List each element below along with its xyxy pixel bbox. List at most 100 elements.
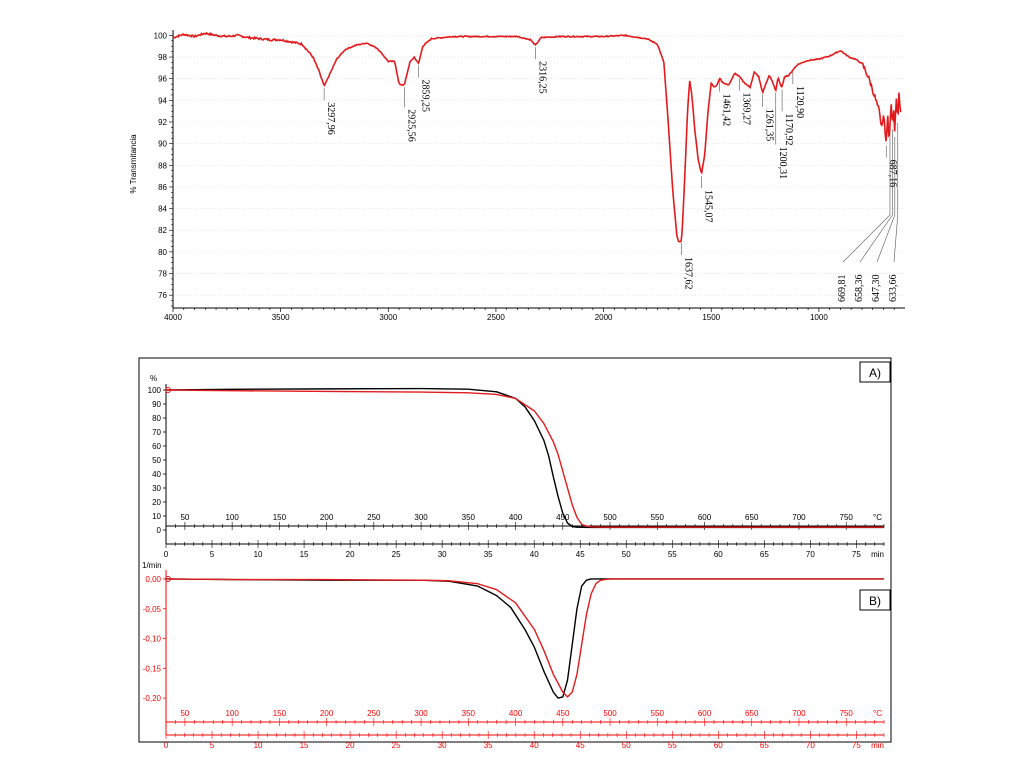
tga-start-marker <box>165 387 171 393</box>
tga-time-tick-label: 35 <box>484 550 493 559</box>
dtg-series <box>165 575 884 699</box>
tga-red-curve <box>165 389 884 528</box>
tga-time-ticks: 0 5 10 15 20 25 30 35 40 45 50 55 60 65 70 75 min <box>164 550 884 559</box>
tga-y-tick-label: 20 <box>152 498 161 507</box>
dtg-start-marker <box>165 575 171 582</box>
dtg-time-ticks: 0 5 10 15 20 25 30 35 40 45 50 55 60 65 70 75 min <box>164 741 884 750</box>
ftir-peak-label: 647,30 <box>871 275 882 303</box>
ftir-y-tick-label: 92 <box>158 118 167 127</box>
dtg-temp-tick-label: 550 <box>651 709 665 718</box>
ftir-y-tick-label: 98 <box>158 53 167 62</box>
dtg-temp-tick-label: 700 <box>792 709 806 718</box>
tga-temp-tick-label: 250 <box>367 513 381 522</box>
tga-time-tick-label: 60 <box>714 550 723 559</box>
tga-time-tick-label: 30 <box>438 550 447 559</box>
tga-time-tick-label: 25 <box>392 550 401 559</box>
dtg-time-tick-label: 35 <box>484 741 493 750</box>
dtg-temp-tick-label: 50 <box>180 709 189 718</box>
ftir-x-tick-label: 1000 <box>810 313 828 322</box>
tga-temp-unit: °C <box>873 513 882 522</box>
tga-y-tick-label: 80 <box>152 414 161 423</box>
dtg-chart: B) 1/min 0,00-0,05-0,10-0,15-0,20 50 100 1… <box>142 561 891 750</box>
tga-temp-ticks: 50 100 150 200 250 300 350 400 450 500 550 600 650 70… <box>180 513 882 522</box>
tga-y-tick-label: 90 <box>152 400 161 409</box>
tga-temp-tick-label: 700 <box>792 513 806 522</box>
ftir-y-tick-label: 100 <box>154 31 168 40</box>
dtg-time-unit: min <box>871 741 884 750</box>
ftir-x-tick-label: 3000 <box>379 313 397 322</box>
dtg-time-tick-label: 15 <box>300 741 309 750</box>
ftir-y-tick-label: 94 <box>158 96 167 105</box>
tga-time-unit: min <box>871 550 884 559</box>
dtg-time-tick-label: 30 <box>438 741 447 750</box>
tga-panel-label: A) <box>869 366 881 380</box>
tga-series <box>165 387 884 529</box>
ftir-series <box>172 31 902 243</box>
tga-temp-tick-label: 600 <box>698 513 712 522</box>
dtg-time-tick-label: 40 <box>530 741 539 750</box>
tga-temp-tick-label: 550 <box>651 513 665 522</box>
tga-time-tick-label: 20 <box>346 550 355 559</box>
ftir-peak-leader <box>842 131 891 263</box>
ftir-y-tick-label: 96 <box>158 75 167 84</box>
dtg-time-tick-label: 25 <box>392 741 401 750</box>
dtg-temp-tick-label: 650 <box>745 709 759 718</box>
ftir-y-tick-label: 76 <box>158 291 167 300</box>
tga-y-tick-label: 10 <box>152 512 161 521</box>
ftir-transmittance-line <box>172 31 902 243</box>
tga-time-tick-label: 55 <box>668 550 677 559</box>
ftir-peak-label: 2925,56 <box>405 109 416 142</box>
tga-time-tick-label: 10 <box>254 550 263 559</box>
dtg-temp-tick-label: 300 <box>414 709 428 718</box>
ftir-peak-leader <box>859 129 893 263</box>
tga-temp-tick-label: 150 <box>273 513 287 522</box>
dtg-time-tick-label: 20 <box>346 741 355 750</box>
dtg-temp-unit: °C <box>873 709 882 718</box>
ftir-peak-label: 1200,31 <box>777 147 788 180</box>
ftir-y-ticks: 76 78 80 82 84 86 88 90 92 94 96 98 100 <box>154 31 168 300</box>
ftir-peak-leader <box>893 122 899 263</box>
ftir-x-tick-label: 1500 <box>702 313 720 322</box>
tga-time-tick-label: 75 <box>852 550 861 559</box>
tga-y-unit: % <box>150 374 157 383</box>
tga-y-tick-label: 0 <box>157 526 162 535</box>
dtg-axes <box>165 570 885 739</box>
tga-axes <box>165 384 885 548</box>
tga-y-tick-label: 100 <box>148 386 162 395</box>
ftir-peak-label: 2316,25 <box>537 61 548 93</box>
dtg-y-ticks: 0,00 -0,05 -0,10 -0,15 -0,20 <box>143 575 166 703</box>
tga-temp-tick-label: 300 <box>414 513 428 522</box>
dtg-time-tick-label: 60 <box>714 741 723 750</box>
ftir-peak-label: 1261,35 <box>764 109 775 142</box>
ftir-peak-label: 1120,90 <box>794 86 805 118</box>
ftir-peak-labels: 3297,96 2925,56 2859,25 2316,25 1637,62 1545,… <box>323 47 899 303</box>
dtg-temp-tick-label: 750 <box>840 709 854 718</box>
ftir-grid <box>173 35 905 296</box>
ftir-y-axis-label: % Transmitancia <box>129 134 138 194</box>
ftir-y-tick-label: 82 <box>158 226 167 235</box>
tga-temp-tick-label: 650 <box>745 513 759 522</box>
tga-y-tick-label: 70 <box>152 428 161 437</box>
ftir-x-tick-label: 2500 <box>487 313 505 322</box>
tga-y-ticks: 0 10 20 30 40 50 60 70 80 90 100 <box>148 386 166 535</box>
tga-panel-label-box <box>859 361 891 383</box>
dtg-time-tick-label: 70 <box>806 741 815 750</box>
dtg-temp-tick-label: 100 <box>225 709 239 718</box>
dtg-temp-ticks: 50 100 150 200 250 300 350 400 450 500 550 600 650 70… <box>180 709 882 718</box>
tga-time-tick-label: 45 <box>576 550 585 559</box>
dtg-time-tick-label: 75 <box>852 741 861 750</box>
tga-temp-tick-label: 100 <box>225 513 239 522</box>
dtg-time-tick-label: 0 <box>164 741 169 750</box>
tga-temp-tick-label: 400 <box>509 513 523 522</box>
dtg-temp-tick-label: 400 <box>509 709 523 718</box>
tga-temp-tick-label: 350 <box>462 513 476 522</box>
dtg-time-tick-label: 45 <box>576 741 585 750</box>
tga-y-tick-label: 30 <box>152 484 161 493</box>
tga-time-tick-label: 0 <box>164 550 169 559</box>
tga-time-tick-label: 50 <box>622 550 631 559</box>
ftir-y-tick-label: 90 <box>158 140 167 149</box>
ftir-chart: % Transmitancia 76 78 80 82 84 86 88 90 92 94 96 98… <box>129 30 905 322</box>
ftir-axes <box>169 30 905 312</box>
ftir-peak-label: 3297,96 <box>325 102 336 134</box>
